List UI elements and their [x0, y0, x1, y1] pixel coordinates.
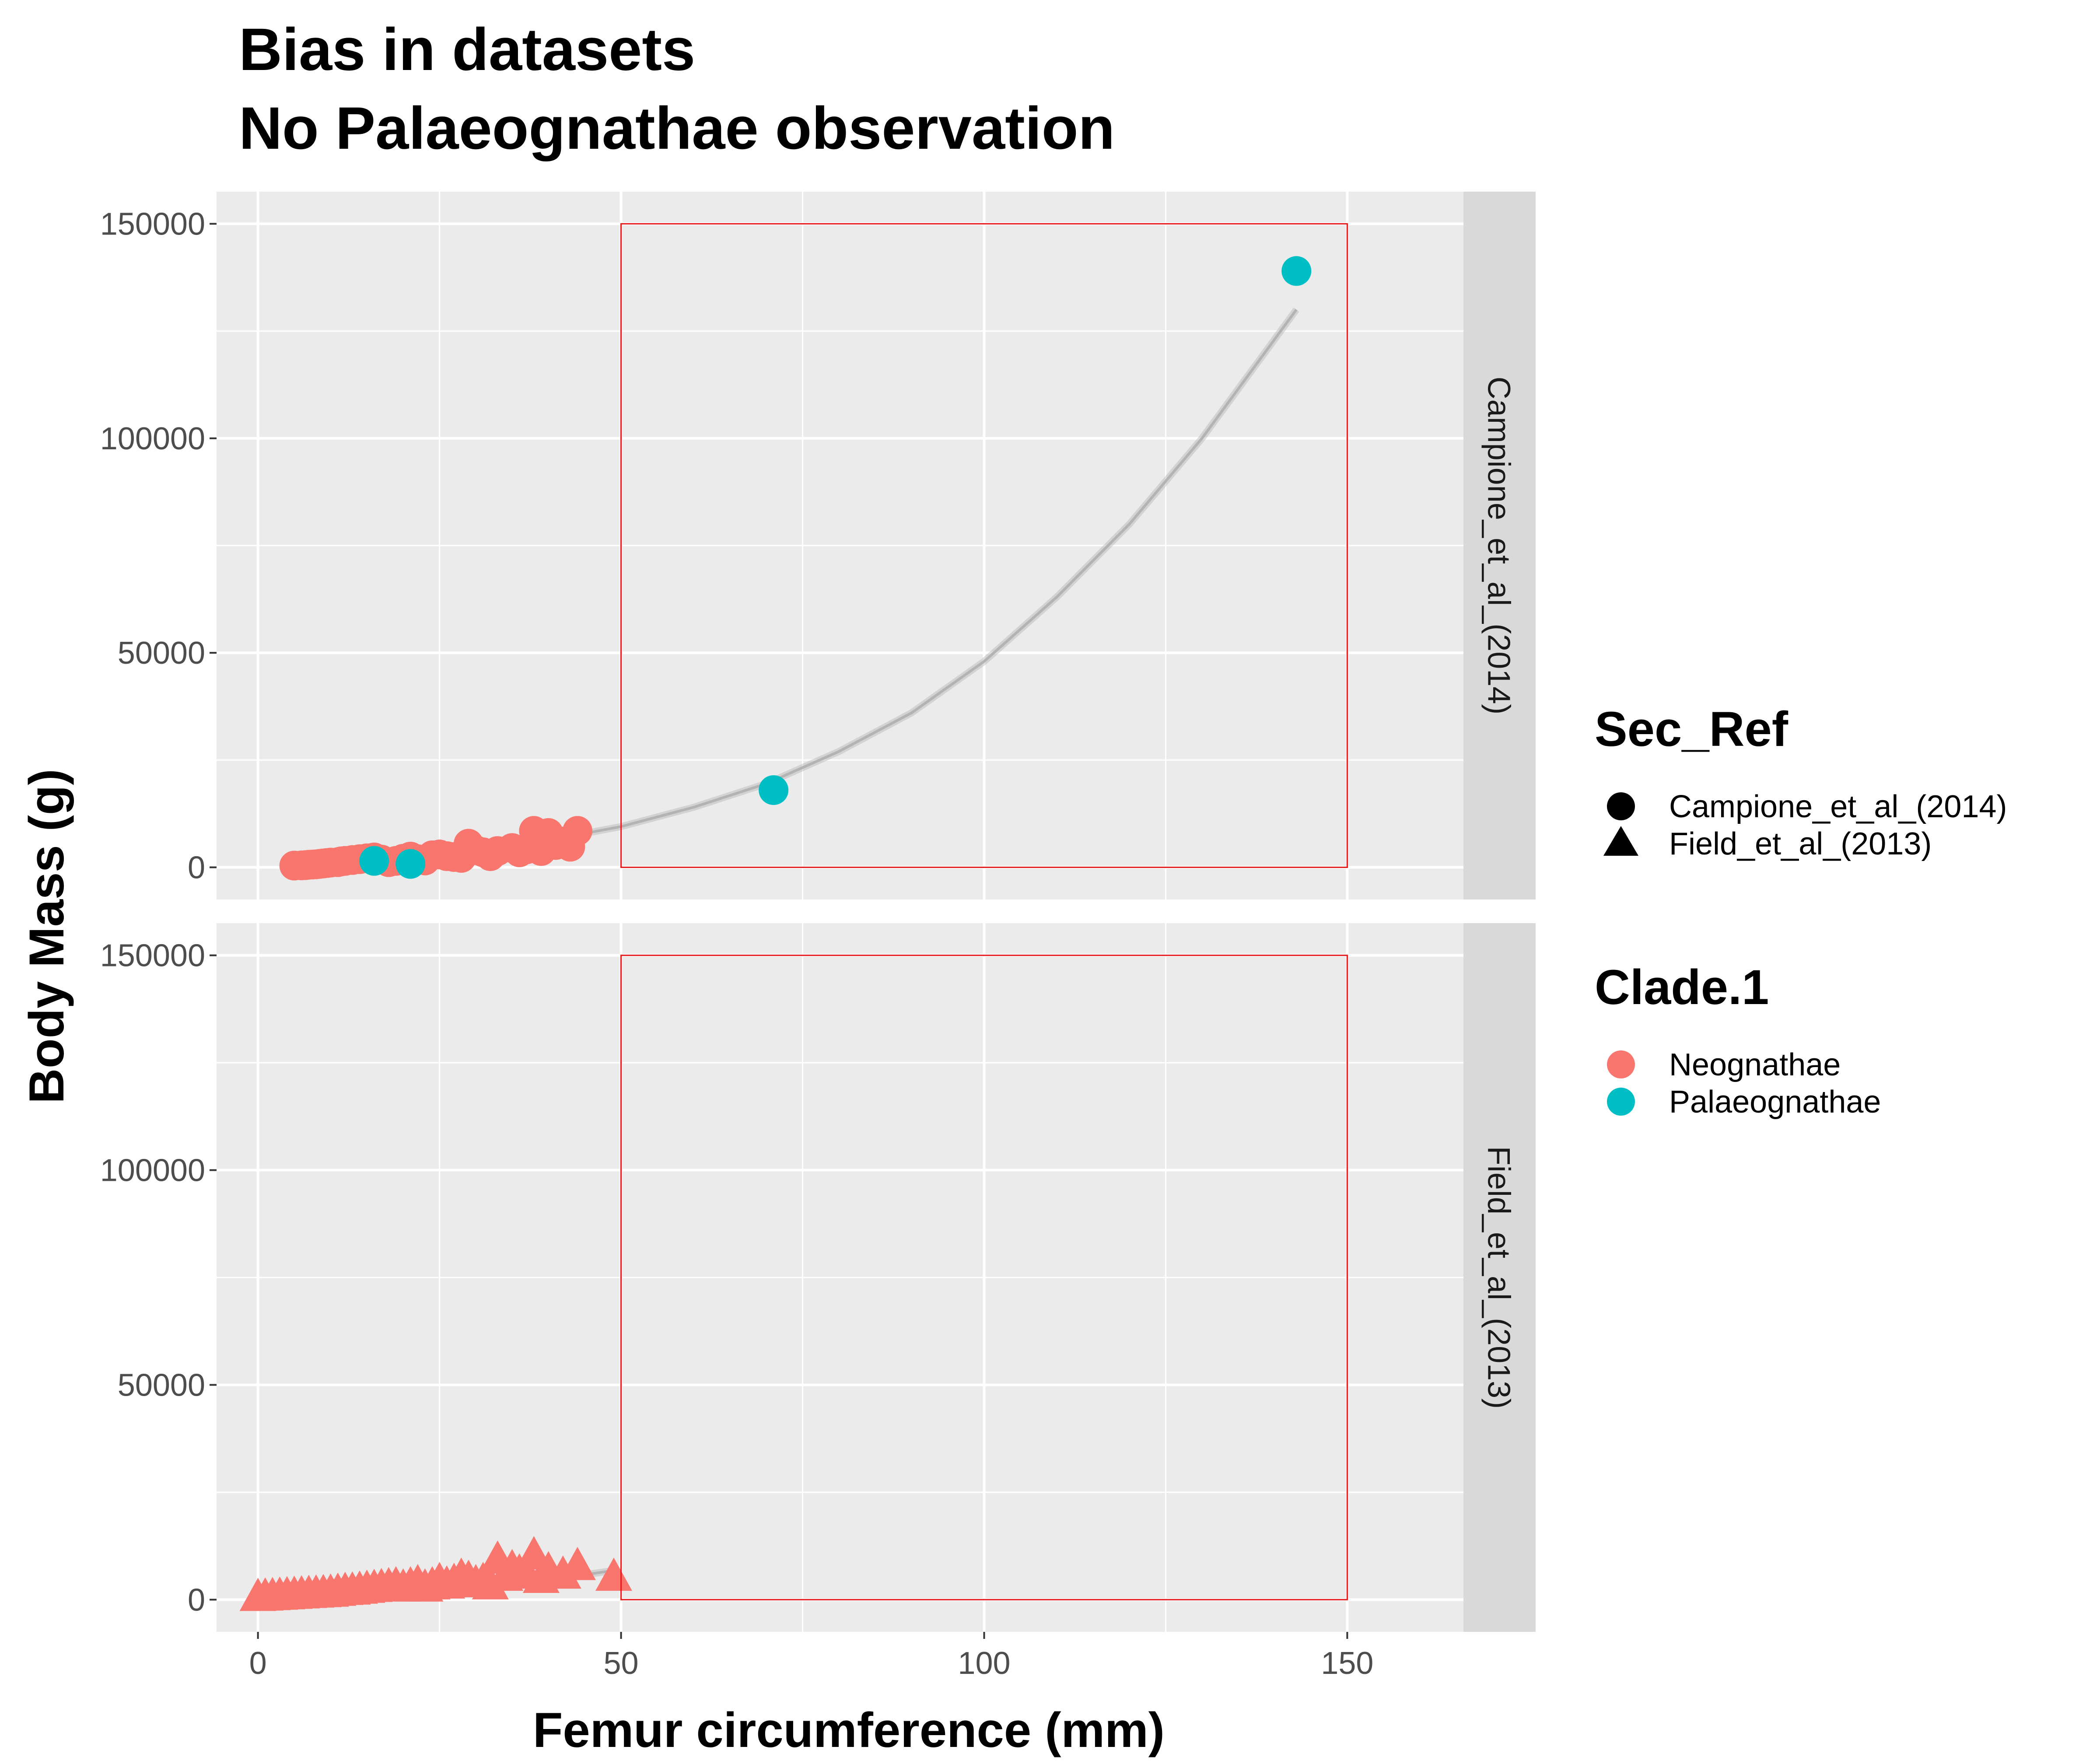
data-point-palaeognathae: [359, 846, 389, 876]
highlight-box: [620, 955, 1348, 1600]
chart-title: Bias in datasets No Palaeognathae observ…: [239, 16, 1115, 162]
x-tick-label: 150: [1321, 1646, 1373, 1681]
y-axis-title: Body Mass (g): [19, 769, 74, 1103]
data-point-palaeognathae: [759, 775, 789, 805]
y-axis-bottom: 0 50000 100000 150000: [100, 938, 217, 1617]
y-tick-label: 50000: [118, 1368, 205, 1403]
data-point-neognathae: [562, 816, 592, 846]
facet-strip-label: Field_et_al_(2013): [1481, 1146, 1516, 1409]
data-point-neognathae: [595, 1558, 632, 1591]
facet-panel-campione: Campione_et_al_(2014): [217, 192, 1536, 900]
legend-label: Field_et_al_(2013): [1669, 826, 1932, 861]
x-axis: 0 50 100 150: [249, 1632, 1373, 1681]
legend-key-palaeognathae: [1607, 1088, 1635, 1116]
facet-strip: [1463, 923, 1536, 1632]
highlight-box: [620, 223, 1348, 868]
data-point-neognathae: [544, 1555, 581, 1589]
legend-label: Neognathae: [1669, 1047, 1841, 1082]
y-tick-label: 0: [188, 850, 205, 885]
y-axis-top: 0 50000 100000 150000: [100, 207, 217, 885]
chart-title-line-2: No Palaeognathae observation: [239, 95, 1115, 162]
facet-strip-label: Campione_et_al_(2014): [1481, 377, 1516, 715]
legend-key-triangle: [1603, 826, 1638, 856]
y-tick-label: 100000: [100, 421, 205, 456]
data-point-neognathae: [472, 1566, 509, 1600]
legend-key-circle: [1607, 792, 1635, 820]
facet-strip: [1463, 192, 1536, 900]
x-tick-label: 100: [958, 1646, 1010, 1681]
chart-title-line-1: Bias in datasets: [239, 16, 695, 83]
legend-label: Palaeognathae: [1669, 1085, 1881, 1120]
legend-label: Campione_et_al_(2014): [1669, 789, 2007, 824]
y-tick-label: 50000: [118, 636, 205, 671]
y-tick-label: 0: [188, 1582, 205, 1617]
facet-panel-field: Field_et_al_(2013): [217, 923, 1536, 1632]
legend-sec-ref: Sec_Ref Campione_et_al_(2014)Field_et_al_…: [1595, 702, 2007, 861]
x-axis-title: Femur circumference (mm): [533, 1703, 1165, 1757]
legend-title: Sec_Ref: [1595, 702, 1788, 756]
data-point-palaeognathae: [396, 849, 426, 879]
y-tick-label: 150000: [100, 938, 205, 973]
x-tick-label: 0: [249, 1646, 267, 1681]
y-tick-label: 150000: [100, 207, 205, 242]
x-tick-label: 50: [604, 1646, 639, 1681]
data-point-palaeognathae: [1281, 256, 1312, 286]
legend-key-neognathae: [1607, 1050, 1635, 1078]
data-point-neognathae: [559, 1547, 596, 1580]
y-tick-label: 100000: [100, 1153, 205, 1188]
legend-title: Clade.1: [1595, 960, 1769, 1015]
